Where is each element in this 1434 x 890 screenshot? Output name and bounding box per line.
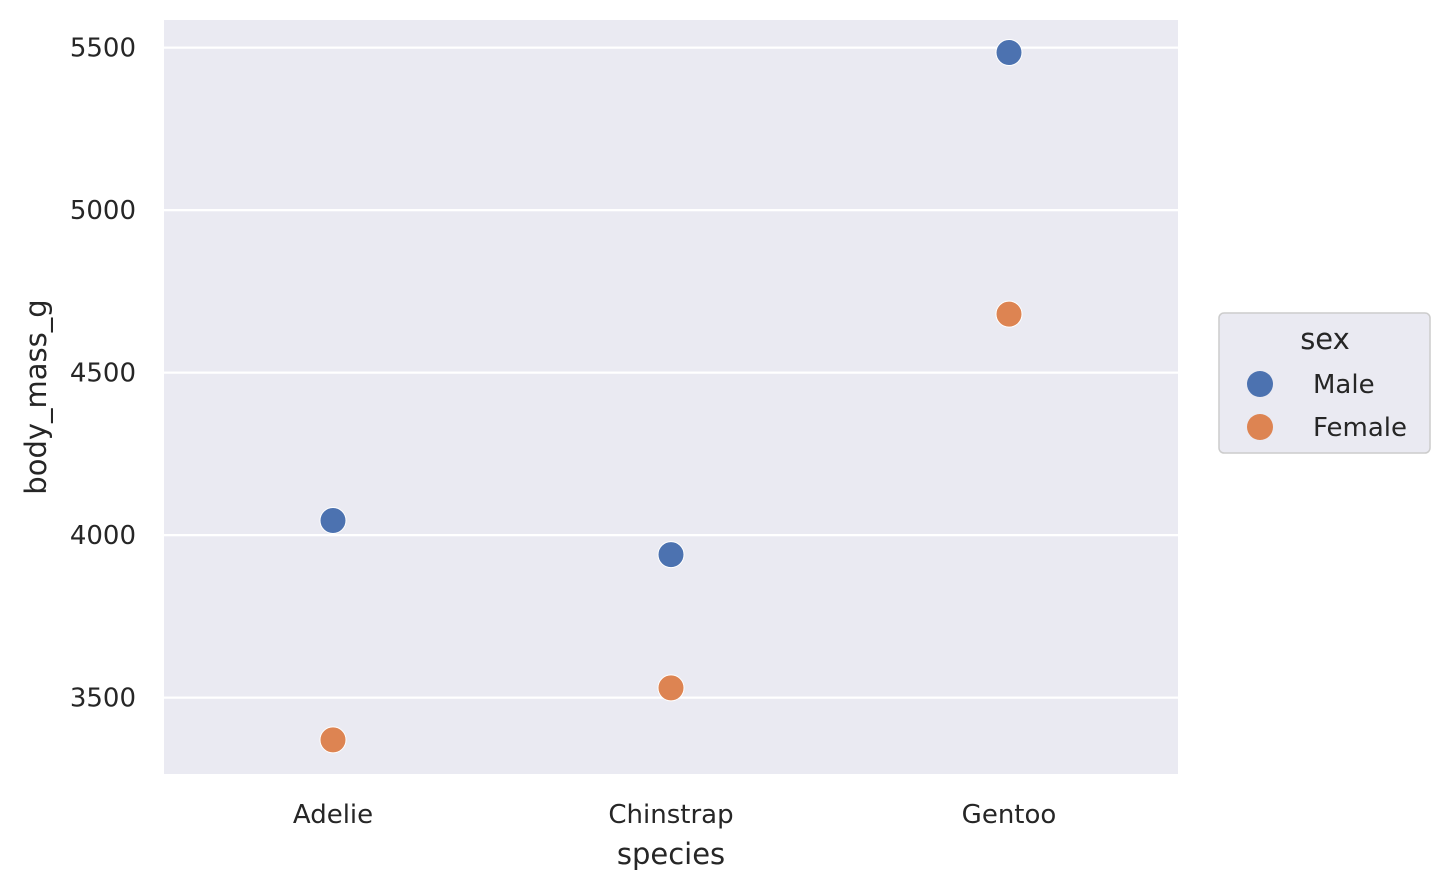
plot-area — [164, 20, 1178, 774]
data-point-male — [995, 39, 1023, 66]
legend-items: Male Female — [1247, 370, 1407, 443]
legend-box — [1218, 312, 1431, 454]
data-point-female — [657, 674, 685, 702]
y-tick-label: 5000 — [70, 196, 136, 226]
legend-label-male: Male — [1313, 370, 1375, 400]
legend-marker-male — [1247, 371, 1273, 397]
y-axis-title: body_mass_g — [19, 299, 53, 494]
y-tick-label: 4500 — [70, 359, 136, 389]
grid — [164, 46, 1178, 699]
data-point-male — [319, 507, 347, 534]
data-point-female — [995, 300, 1023, 328]
legend: sex Male Female — [1218, 312, 1431, 454]
y-tick-label: 3500 — [70, 684, 136, 714]
x-tick-labels: Adelie Chinstrap Gentoo — [293, 800, 1056, 830]
x-axis-title: species — [617, 837, 725, 871]
y-tick-labels: 3500 4000 4500 5000 5500 — [70, 34, 136, 714]
legend-title: sex — [1300, 322, 1350, 356]
legend-label-female: Female — [1313, 413, 1407, 443]
y-tick-label: 5500 — [70, 34, 136, 64]
legend-marker-female — [1247, 414, 1273, 440]
x-tick-label: Gentoo — [962, 800, 1057, 830]
data-point-male — [657, 541, 685, 569]
y-tick-label: 4000 — [70, 521, 136, 551]
data-point-female — [319, 726, 347, 754]
data-points — [319, 39, 1023, 754]
x-tick-label: Chinstrap — [608, 800, 733, 830]
x-tick-label: Adelie — [293, 800, 373, 830]
